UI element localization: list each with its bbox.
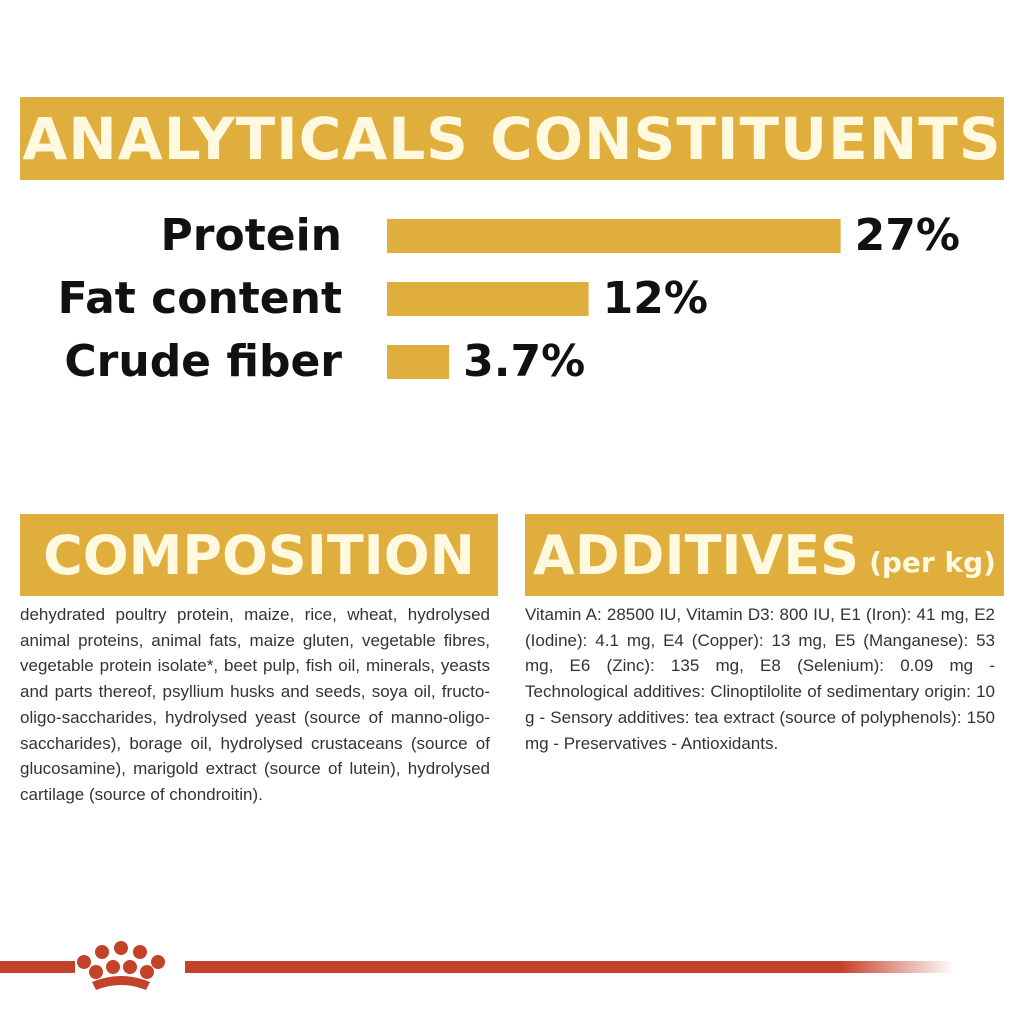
chart: Protein 27% Fat content 12% Crude fiber 3.7% [58,210,960,387]
additives-text: Vitamin A: 28500 IU, Vitamin D3: 800 IU,… [525,605,995,753]
category-label: Protein [161,210,342,261]
composition-title: COMPOSITION [20,514,498,596]
bar [387,345,450,379]
bar [387,282,589,316]
additives-title: ADDITIVES [533,523,860,587]
logo-bar [0,941,955,990]
category-label: Crude fiber [64,336,342,387]
crown-logo [77,941,165,990]
brand-line [185,961,955,973]
value-label: 3.7% [463,336,585,387]
composition-text: dehydrated poultry protein, maize, rice,… [20,605,490,804]
chart-title: ANALYTICALS CONSTITUENTS [20,97,1004,180]
additives-header: ADDITIVES (per kg) [525,514,1004,596]
brand-line [0,961,75,973]
bar [387,219,841,253]
value-label: 12% [603,273,708,324]
category-label: Fat content [58,273,342,324]
value-label: 27% [855,210,960,261]
additives-subtitle: (per kg) [869,545,996,579]
